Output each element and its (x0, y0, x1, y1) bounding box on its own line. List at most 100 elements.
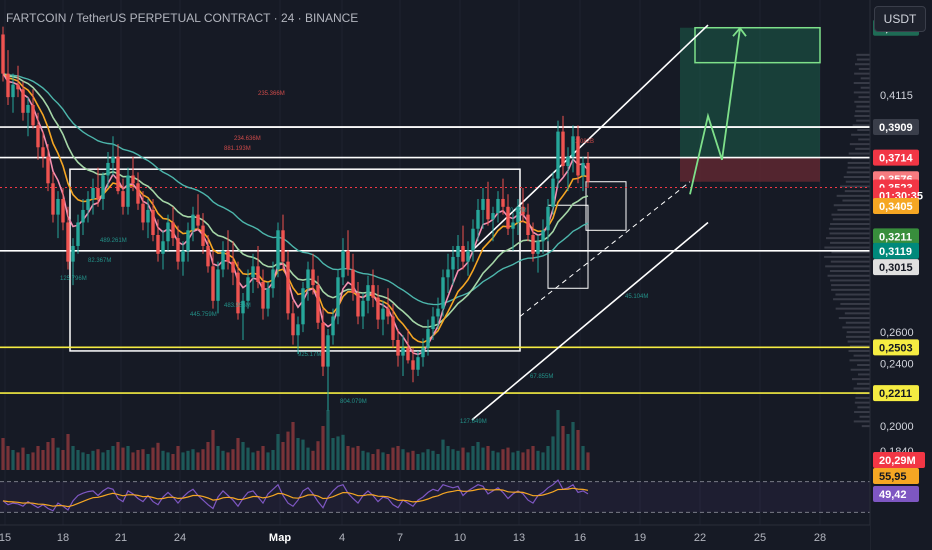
time-tick-label: 24 (174, 532, 186, 544)
rsi-badge (873, 468, 919, 484)
candle-body (326, 335, 330, 367)
volume-bar (201, 449, 205, 470)
volume-profile-bar (848, 152, 870, 155)
candle-body (481, 198, 485, 210)
volume-bar (341, 434, 345, 470)
volume-profile-bar (846, 331, 870, 334)
volume-bar (511, 452, 515, 470)
channel-upper-line (471, 24, 709, 252)
volume-bar (351, 447, 355, 470)
candle-body (16, 84, 20, 90)
candle-body (526, 214, 530, 235)
volume-profile-bar (858, 67, 870, 70)
volume-annotation-label: 881.193M (224, 146, 251, 152)
candle-body (376, 297, 380, 320)
currency-button[interactable]: USDT (874, 6, 926, 32)
candle-body (216, 269, 220, 301)
volume-profile-bar (853, 82, 870, 85)
volume-annotation-label: 235.366M (258, 91, 285, 97)
volume-bar (441, 439, 445, 470)
small-box (547, 204, 589, 289)
volume-profile-bar (840, 302, 870, 305)
volume-bar (161, 450, 165, 470)
volume-profile-bar (855, 147, 870, 150)
volume-bar (416, 454, 420, 470)
volume-bar (451, 449, 455, 470)
time-tick-label: 15 (0, 532, 11, 544)
time-axis (0, 525, 870, 550)
volume-profile-bar (850, 368, 870, 371)
volume-bar (481, 447, 485, 470)
volume-bar (426, 449, 430, 470)
volume-bar (176, 446, 180, 470)
volume-bar (396, 446, 400, 470)
volume-profile-bar (824, 246, 870, 249)
stop-zone (680, 157, 820, 182)
volume-bar (461, 447, 465, 470)
candle-body (441, 277, 445, 309)
volume-bar (381, 452, 385, 470)
candle-body (341, 250, 345, 278)
volume-annotation-label: 0.87M (510, 208, 527, 214)
volume-bar (11, 450, 15, 470)
volume-profile-bar (853, 387, 870, 390)
volume-bar (486, 446, 490, 470)
volume-bar (466, 452, 470, 470)
candle-body (276, 230, 280, 270)
volume-profile-bar (858, 373, 870, 376)
candle-body (136, 183, 140, 204)
candle-body (401, 347, 405, 356)
candle-body (426, 329, 430, 348)
candle-body (516, 206, 520, 223)
volume-bar (121, 447, 125, 470)
candle-body (346, 250, 350, 270)
volume-bar (556, 410, 560, 470)
volume-bar (541, 452, 545, 470)
candle-body (581, 162, 585, 176)
volume-annotation-label: 67.855M (530, 374, 553, 380)
candle-body (201, 225, 205, 246)
ema-medium-line (2, 72, 589, 328)
candle-body (66, 222, 70, 262)
candle-body (421, 347, 425, 358)
volume-bar (371, 454, 375, 470)
volume-bar (411, 450, 415, 470)
volume-profile-bar (854, 72, 870, 75)
candle-body (186, 230, 190, 251)
candle-body (56, 198, 60, 215)
candle-body (236, 272, 240, 314)
volume-profile-bar (848, 349, 870, 352)
volume-bar (256, 450, 260, 470)
price-tick-label: 0,2600 (880, 327, 914, 339)
volume-profile-bar (849, 345, 870, 348)
volume-annotation-label: 925.17M (298, 352, 321, 358)
price-badge-label: 0,3405 (879, 201, 913, 213)
volume-profile-bar (854, 100, 870, 103)
volume-profile-bar (860, 86, 870, 89)
volume-bar (181, 452, 185, 470)
candle-body (431, 316, 435, 329)
volume-annotation-label: 82.367M (88, 258, 111, 264)
rsi-line (2, 479, 589, 512)
volume-bar (306, 447, 310, 470)
volume-profile-bar (837, 208, 870, 211)
price-tick-label: 0,2400 (880, 358, 914, 370)
volume-bar (436, 454, 440, 470)
price-badge (873, 228, 919, 245)
price-badge (873, 385, 919, 402)
volume-bar (56, 447, 60, 470)
volume-bar (261, 446, 265, 470)
price-badge-label: 0,3119 (879, 246, 912, 258)
candle-body (116, 156, 120, 192)
candle-body (1, 34, 5, 74)
rsi-badge-label: 49,42 (879, 489, 907, 501)
volume-bar (16, 452, 20, 470)
candle-body (261, 282, 265, 309)
volume-bar (231, 449, 235, 470)
candle-body (231, 261, 235, 273)
volume-profile-bar (846, 171, 870, 174)
volume-bar (581, 446, 585, 470)
volume-profile-bar (857, 364, 870, 367)
volume-bar (456, 450, 460, 470)
